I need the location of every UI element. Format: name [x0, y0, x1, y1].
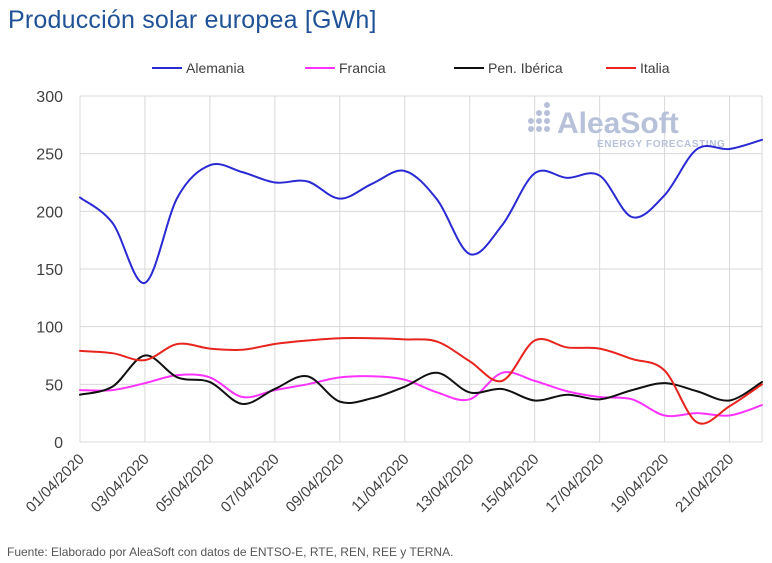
legend-label-pen-iberica: Pen. Ibérica: [488, 60, 563, 76]
chart-title: Producción solar europea [GWh]: [8, 6, 377, 34]
aleasoft-watermark: AleaSoft ENERGY FORECASTING: [528, 102, 725, 150]
aleasoft-logo-dots-icon: [528, 102, 550, 132]
x-tick-label: 01/04/2020: [23, 451, 88, 516]
watermark-tagline: ENERGY FORECASTING: [597, 139, 725, 150]
x-tick-label: 11/04/2020: [348, 451, 412, 515]
x-tick-label: 05/04/2020: [153, 451, 218, 516]
y-tick-label: 50: [45, 377, 63, 394]
x-tick-label: 15/04/2020: [477, 451, 542, 516]
legend-label-italia: Italia: [640, 60, 670, 76]
y-tick-label: 200: [36, 204, 63, 221]
x-tick-label: 13/04/2020: [412, 451, 477, 516]
y-tick-label: 150: [36, 262, 63, 279]
series-line-francia: [79, 371, 763, 418]
source-note: Fuente: Elaborado por AleaSoft con datos…: [7, 545, 454, 559]
y-tick-label: 300: [36, 89, 63, 106]
y-axis-ticks: 0 50 100 150 200 250 300: [36, 89, 63, 452]
legend: Alemania Francia Pen. Ibérica Italia: [152, 60, 670, 76]
x-tick-label: 21/04/2020: [672, 451, 737, 516]
x-tick-label: 19/04/2020: [607, 451, 672, 516]
series-line-alemania: [79, 138, 763, 284]
legend-label-francia: Francia: [339, 60, 386, 76]
x-tick-label: 03/04/2020: [88, 451, 153, 516]
watermark-name: AleaSoft: [557, 107, 679, 140]
series-line-italia: [79, 336, 763, 425]
legend-label-alemania: Alemania: [186, 60, 245, 76]
y-tick-label: 0: [54, 435, 63, 452]
x-tick-label: 17/04/2020: [542, 451, 607, 516]
x-tick-label: 07/04/2020: [218, 451, 283, 516]
x-tick-label: 09/04/2020: [283, 451, 348, 516]
y-tick-label: 100: [36, 320, 63, 337]
x-axis-ticks: 01/04/2020 03/04/2020 05/04/2020 07/04/2020…: [23, 451, 738, 516]
series-line-pen-iberica: [79, 354, 763, 405]
series-lines: [79, 138, 763, 425]
y-tick-label: 250: [36, 147, 63, 164]
